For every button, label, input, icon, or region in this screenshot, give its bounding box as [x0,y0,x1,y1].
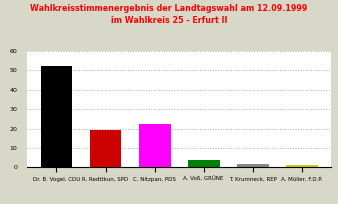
Bar [286,165,318,167]
Bar [139,124,171,167]
Bar [41,65,72,167]
Bar [90,131,121,167]
Text: Wahlkreisstimmenergebnis der Landtagswahl am 12.09.1999
im Wahlkreis 25 - Erfurt: Wahlkreisstimmenergebnis der Landtagswah… [30,4,308,25]
Bar [188,160,220,167]
Bar [237,164,269,167]
